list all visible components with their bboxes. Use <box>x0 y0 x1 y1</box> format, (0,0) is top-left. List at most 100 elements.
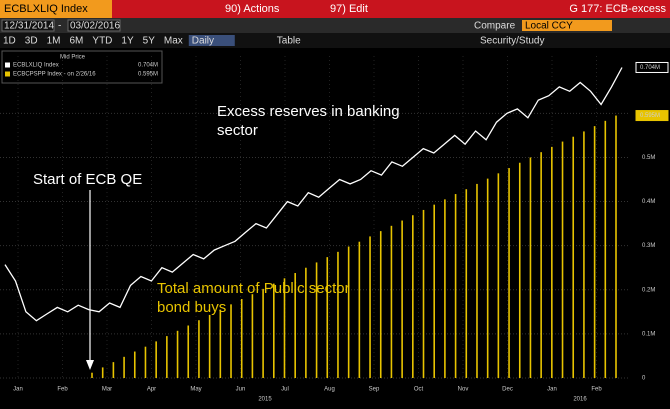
legend-value: 0.704M <box>138 63 158 69</box>
bar <box>604 120 607 378</box>
year-label: 2016 <box>573 397 587 403</box>
table-button[interactable]: Table <box>277 36 301 47</box>
period-button[interactable]: 1Y <box>121 36 134 47</box>
bar <box>283 278 286 378</box>
start-box[interactable] <box>1 19 55 32</box>
legend-value: 0.595M <box>138 72 158 78</box>
bar <box>240 299 243 378</box>
bar <box>326 257 329 378</box>
legend-swatch <box>5 62 10 68</box>
period-button[interactable]: 6M <box>70 36 84 47</box>
bar <box>112 362 115 378</box>
bar <box>518 162 521 378</box>
x-tick-label: Aug <box>324 387 335 393</box>
bar <box>476 183 478 378</box>
y-tick-label: 0.3M <box>642 243 655 249</box>
bar <box>358 241 361 378</box>
bar <box>337 251 339 378</box>
end-box[interactable] <box>67 19 121 32</box>
frequency[interactable]: Daily <box>192 36 214 47</box>
bar <box>454 194 457 378</box>
ticker-box[interactable] <box>0 0 112 18</box>
bar <box>444 199 446 378</box>
last-value-flag <box>635 61 669 73</box>
annotation: sector <box>217 122 258 139</box>
y-tick-label: 0.2M <box>642 287 655 293</box>
legend-box <box>1 50 163 84</box>
bar <box>529 157 532 378</box>
chart-name: G 177: ECB-excess <box>569 3 666 15</box>
bar <box>433 204 436 378</box>
currency-box[interactable] <box>522 20 612 31</box>
annotation: Start of ECB QE <box>33 171 142 188</box>
header-bar <box>0 0 670 18</box>
bar <box>390 225 393 378</box>
x-tick-label: May <box>190 387 201 393</box>
study-button[interactable]: Security/Study <box>480 36 544 47</box>
last-value-label: 0.704M <box>640 65 660 71</box>
bar <box>272 283 275 378</box>
ticker: ECBLXLIQ Index <box>4 3 88 15</box>
bar <box>540 152 542 378</box>
annotation: bond buys <box>157 299 226 316</box>
x-tick-label: Apr <box>147 387 156 393</box>
x-tick-label: Dec <box>502 387 513 393</box>
bar <box>347 246 350 378</box>
x-tick-label: Mar <box>102 387 112 393</box>
bar <box>401 220 403 378</box>
bar <box>187 325 190 378</box>
period-button[interactable]: 3D <box>25 36 38 47</box>
bar <box>497 173 500 378</box>
bar <box>176 330 179 378</box>
legend-title: Mid Price <box>60 55 86 61</box>
x-tick-label: Oct <box>414 387 424 393</box>
period-button[interactable]: 5Y <box>143 36 156 47</box>
bar <box>91 372 93 378</box>
actions-menu[interactable]: 90) Actions <box>225 3 280 15</box>
x-tick-label: Sep <box>369 387 380 393</box>
y-tick-label: 0 <box>642 376 646 382</box>
x-tick-label: Jan <box>13 387 23 393</box>
x-tick-label: Feb <box>591 387 602 393</box>
arrow-head <box>86 360 94 370</box>
edit-menu[interactable]: 97) Edit <box>330 3 368 15</box>
bar <box>305 267 307 378</box>
period-button[interactable]: 1D <box>3 36 16 47</box>
x-tick-label: Jun <box>236 387 246 393</box>
bar <box>315 262 318 378</box>
bar <box>593 126 596 378</box>
last-value-flag <box>635 110 669 122</box>
x-tick-label: Nov <box>458 387 469 393</box>
bar <box>615 115 617 378</box>
line <box>4 67 623 322</box>
x-tick-label: Jul <box>281 387 289 393</box>
last-value-label: 0.595M <box>640 113 660 119</box>
legend-name: ECBCPSPP Index - on 2/26/16 <box>13 72 96 78</box>
bar <box>583 131 585 378</box>
period-button[interactable]: YTD <box>92 36 112 47</box>
frequency-box[interactable] <box>188 35 235 46</box>
bar <box>561 141 564 378</box>
bar <box>294 273 296 378</box>
bar <box>465 189 468 378</box>
bar <box>198 320 200 378</box>
bar <box>422 209 425 378</box>
bar <box>369 236 371 378</box>
toolbar <box>0 33 670 48</box>
bar <box>155 341 157 378</box>
period-button[interactable]: Max <box>164 36 183 47</box>
bar <box>412 215 414 378</box>
year-label: 2015 <box>258 397 272 403</box>
range-bar <box>0 18 670 33</box>
bar <box>166 336 168 378</box>
x-tick-label: Jan <box>547 387 557 393</box>
bar <box>144 346 147 378</box>
y-tick-label: 0.5M <box>642 155 655 161</box>
plot-bg <box>0 48 670 404</box>
bar <box>101 367 104 378</box>
period-button[interactable]: 1M <box>47 36 61 47</box>
end-date: 03/02/2016 <box>70 21 120 32</box>
start-date: 12/31/2014 <box>4 21 54 32</box>
separator: - <box>58 21 61 32</box>
